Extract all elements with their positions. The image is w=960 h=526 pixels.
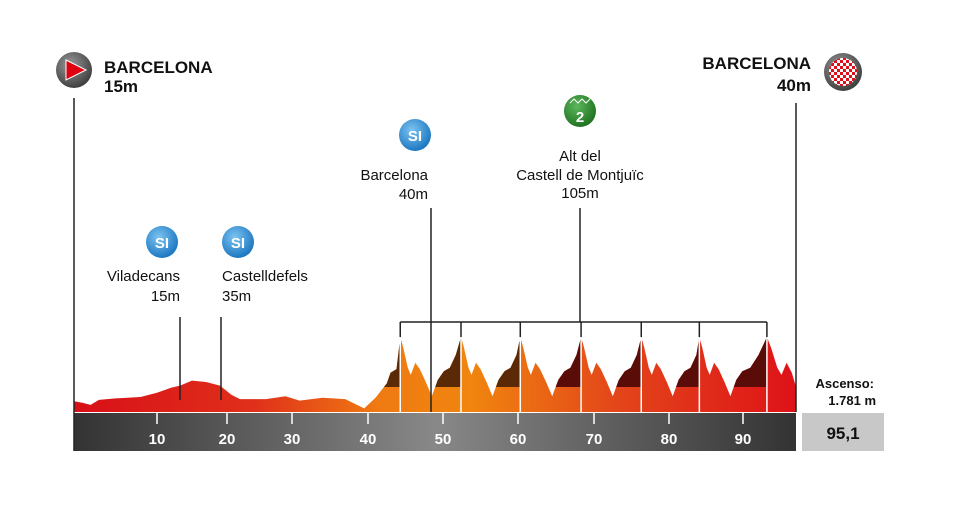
svg-text:SI: SI: [408, 128, 422, 145]
distance-axis-bar: [74, 413, 796, 451]
elevation-profile-area: [74, 337, 796, 412]
climb-shade: [672, 337, 700, 387]
ascent-value: 1.781 m: [828, 393, 876, 408]
x-tick-label: 80: [661, 431, 678, 448]
x-tick-label: 10: [149, 431, 166, 448]
sprint-name-viladecans: Viladecans: [107, 268, 180, 285]
checkered-flag-icon: [824, 53, 862, 91]
x-tick-label: 70: [586, 431, 603, 448]
sprint-icon: SI: [222, 226, 254, 258]
climb-name-line1: Alt del: [559, 148, 601, 165]
x-tick-label: 60: [510, 431, 527, 448]
svg-text:2: 2: [576, 109, 584, 126]
climb-shade: [730, 337, 767, 387]
start-altitude: 15m: [104, 77, 138, 96]
circuit-summit-lines: [399, 321, 768, 412]
svg-text:SI: SI: [155, 235, 169, 252]
x-axis-ticks: 10 20 30 40 50 60 70 80 90: [149, 413, 752, 448]
category-2-climb-icon: 2: [564, 95, 596, 127]
climb-shade: [431, 337, 461, 387]
svg-text:SI: SI: [231, 235, 245, 252]
x-tick-label: 50: [435, 431, 452, 448]
finish-altitude: 40m: [777, 76, 811, 95]
climb-shade: [379, 337, 401, 387]
climb-shade: [492, 337, 521, 387]
sprint-altitude-barcelona: 40m: [399, 186, 428, 203]
sprint-name-castelldefels: Castelldefels: [222, 268, 308, 285]
x-tick-label: 90: [735, 431, 752, 448]
climb-altitude: 105m: [561, 185, 599, 202]
sprint-icon: SI: [399, 119, 431, 151]
sprint-altitude-castelldefels: 35m: [222, 288, 251, 305]
sprint-icon: SI: [146, 226, 178, 258]
start-flag-icon: [56, 52, 92, 88]
sprint-altitude-viladecans: 15m: [151, 288, 180, 305]
climb-shade: [552, 337, 582, 387]
climb-shade: [612, 337, 642, 387]
x-tick-label: 20: [219, 431, 236, 448]
ascent-label: Ascenso:: [815, 376, 874, 391]
sprint-name-barcelona: Barcelona: [360, 167, 428, 184]
x-tick-label: 30: [284, 431, 301, 448]
climb-name-line2: Castell de Montjuïc: [516, 167, 644, 184]
start-name: BARCELONA: [104, 58, 213, 77]
x-tick-label: 40: [360, 431, 377, 448]
finish-name: BARCELONA: [702, 54, 811, 73]
distance-box: [802, 413, 884, 451]
total-distance: 95,1: [826, 424, 859, 443]
